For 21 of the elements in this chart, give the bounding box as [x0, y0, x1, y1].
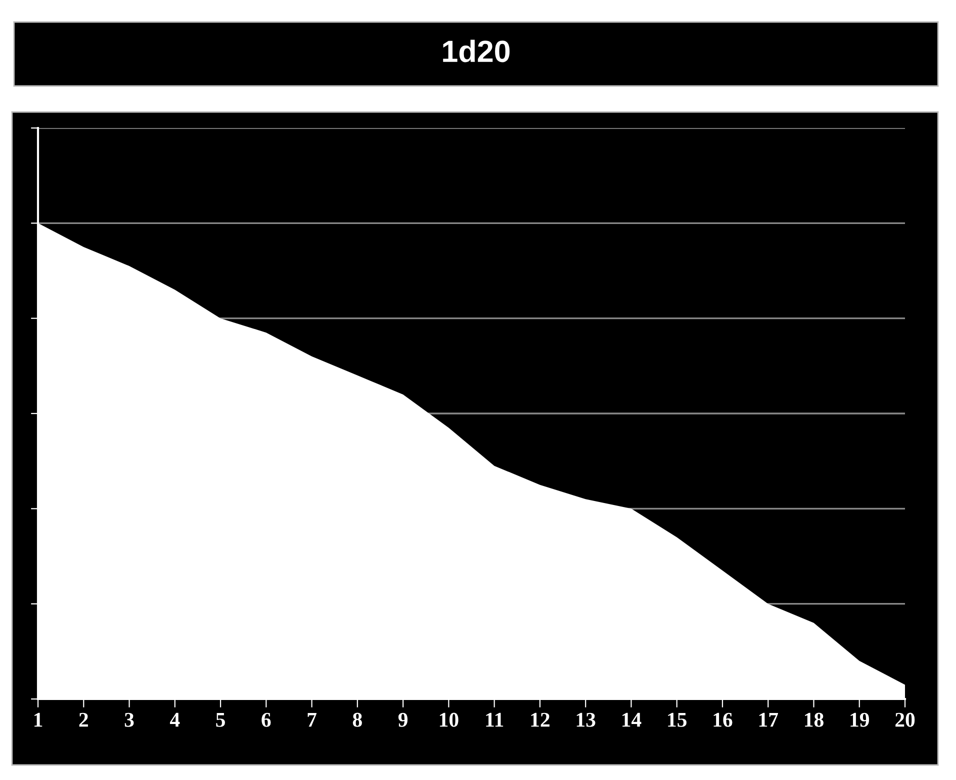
x-tick-label: 9 [398, 712, 408, 727]
x-tick-label: 16 [714, 712, 732, 727]
x-tick-label: 19 [850, 712, 870, 727]
x-tick-label: 3 [124, 712, 134, 727]
x-tick-label: 14 [622, 712, 642, 727]
x-tick-label: 4 [170, 712, 180, 727]
x-tick-label: 12 [531, 712, 550, 727]
x-tick-label: 2 [79, 712, 88, 727]
x-tick-label: 17 [759, 712, 778, 727]
x-tick-label: 8 [352, 712, 362, 727]
x-tick-label: 15 [668, 712, 686, 727]
x-tick-label: 11 [486, 712, 504, 727]
x-tick-label: 7 [308, 713, 316, 727]
x-tick-label: 18 [804, 712, 824, 727]
x-tick-label: 20 [895, 712, 915, 727]
x-tick-label: 5 [216, 713, 225, 727]
x-tick-label: 13 [576, 712, 596, 727]
x-tick-label: 10 [440, 712, 458, 727]
x-tick-label: 1 [34, 712, 42, 727]
x-tick-label: 6 [262, 712, 271, 727]
chart-title: 1d20 [443, 40, 510, 62]
